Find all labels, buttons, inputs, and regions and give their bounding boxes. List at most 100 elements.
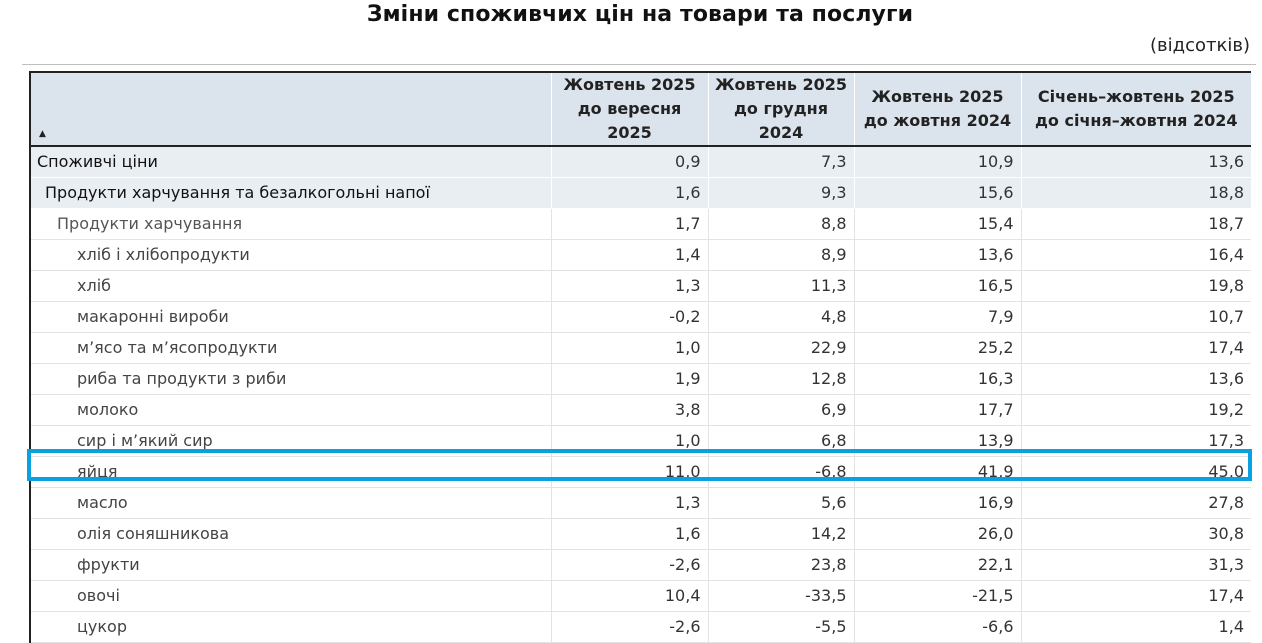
value-cell: 16,5 (853, 270, 1021, 302)
value-cell: -6,6 (853, 611, 1021, 643)
row-label: Споживчі ціни (29, 146, 551, 178)
value-cell: 17,4 (1020, 332, 1251, 364)
value-cell: 31,3 (1020, 549, 1251, 581)
price-changes-table: ▲ Жовтень 2025 до вересня 2025 Жовтень 2… (29, 71, 1251, 643)
value-cell: 15,6 (853, 177, 1021, 209)
title-divider (22, 64, 1256, 65)
value-cell: 7,3 (707, 146, 854, 178)
value-cell: 3,8 (550, 394, 708, 426)
value-cell: 45,0 (1020, 456, 1251, 488)
row-label: хліб і хлібопродукти (29, 239, 551, 271)
table-body: Споживчі ціни 0,9 7,3 10,9 13,6 Продукти харч… (29, 146, 1251, 643)
value-cell: 5,6 (707, 487, 854, 519)
value-cell: 8,9 (707, 239, 854, 271)
table-row: олія соняшникова 1,6 14,2 26,0 30,8 (29, 518, 1251, 550)
table-header-row: ▲ Жовтень 2025 до вересня 2025 Жовтень 2… (29, 71, 1251, 147)
value-cell: 17,4 (1020, 580, 1251, 612)
value-cell: 14,2 (707, 518, 854, 550)
value-cell: 10,9 (853, 146, 1021, 178)
value-cell: 16,3 (853, 363, 1021, 395)
value-cell: 13,6 (1020, 363, 1251, 395)
value-cell: 23,8 (707, 549, 854, 581)
row-label: сир і м’який сир (29, 425, 551, 457)
value-cell: 18,7 (1020, 208, 1251, 240)
table-row: риба та продукти з риби 1,9 12,8 16,3 13,6 (29, 363, 1251, 395)
sort-ascending-icon[interactable]: ▲ (39, 129, 46, 139)
value-cell: 1,3 (550, 270, 708, 302)
value-cell: 13,6 (1020, 146, 1251, 178)
table-row: цукор -2,6 -5,5 -6,6 1,4 (29, 611, 1251, 643)
value-cell: 12,8 (707, 363, 854, 395)
table-row: м’ясо та м’ясопродукти 1,0 22,9 25,2 17,4 (29, 332, 1251, 364)
value-cell: 1,9 (550, 363, 708, 395)
value-cell: 7,9 (853, 301, 1021, 333)
table-row: масло 1,3 5,6 16,9 27,8 (29, 487, 1251, 519)
value-cell: 1,0 (550, 332, 708, 364)
value-cell: 16,4 (1020, 239, 1251, 271)
value-cell: 10,7 (1020, 301, 1251, 333)
value-cell: 27,8 (1020, 487, 1251, 519)
row-label: яйця (29, 456, 551, 488)
value-cell: 11,3 (707, 270, 854, 302)
row-label: Продукти харчування та безалкогольні нап… (29, 177, 551, 209)
row-label: олія соняшникова (29, 518, 551, 550)
table-row: фрукти -2,6 23,8 22,1 31,3 (29, 549, 1251, 581)
value-cell: -2,6 (550, 611, 708, 643)
value-cell: 19,8 (1020, 270, 1251, 302)
table-row: сир і м’який сир 1,0 6,8 13,9 17,3 (29, 425, 1251, 457)
value-cell: 13,9 (853, 425, 1021, 457)
row-label: макаронні вироби (29, 301, 551, 333)
sort-header[interactable]: ▲ (29, 71, 551, 147)
value-cell: 1,6 (550, 518, 708, 550)
row-label: овочі (29, 580, 551, 612)
value-cell: 9,3 (707, 177, 854, 209)
value-cell: 8,8 (707, 208, 854, 240)
value-cell: 30,8 (1020, 518, 1251, 550)
value-cell: 25,2 (853, 332, 1021, 364)
value-cell: -6,8 (707, 456, 854, 488)
table-row: Споживчі ціни 0,9 7,3 10,9 13,6 (29, 146, 1251, 178)
value-cell: 11,0 (550, 456, 708, 488)
row-label: риба та продукти з риби (29, 363, 551, 395)
column-header[interactable]: Січень–жовтень 2025 до січня–жовтня 2024 (1020, 71, 1251, 147)
value-cell: 10,4 (550, 580, 708, 612)
value-cell: -0,2 (550, 301, 708, 333)
value-cell: 15,4 (853, 208, 1021, 240)
value-cell: 1,4 (1020, 611, 1251, 643)
table-row: хліб 1,3 11,3 16,5 19,8 (29, 270, 1251, 302)
row-label: фрукти (29, 549, 551, 581)
column-header[interactable]: Жовтень 2025 до грудня 2024 (707, 71, 854, 147)
row-label: масло (29, 487, 551, 519)
value-cell: 1,6 (550, 177, 708, 209)
table-row: Продукти харчування та безалкогольні нап… (29, 177, 1251, 209)
value-cell: 4,8 (707, 301, 854, 333)
value-cell: 1,3 (550, 487, 708, 519)
table-row: хліб і хлібопродукти 1,4 8,9 13,6 16,4 (29, 239, 1251, 271)
column-header[interactable]: Жовтень 2025 до жовтня 2024 (853, 71, 1021, 147)
table-row: овочі 10,4 -33,5 -21,5 17,4 (29, 580, 1251, 612)
unit-label: (відсотків) (1150, 35, 1250, 56)
value-cell: 22,1 (853, 549, 1021, 581)
row-label: хліб (29, 270, 551, 302)
value-cell: 1,0 (550, 425, 708, 457)
value-cell: 41,9 (853, 456, 1021, 488)
value-cell: 19,2 (1020, 394, 1251, 426)
row-label: м’ясо та м’ясопродукти (29, 332, 551, 364)
table-row: молоко 3,8 6,9 17,7 19,2 (29, 394, 1251, 426)
table-row: макаронні вироби -0,2 4,8 7,9 10,7 (29, 301, 1251, 333)
page-title: Зміни споживчих цін на товари та послуги (366, 2, 914, 27)
value-cell: -5,5 (707, 611, 854, 643)
value-cell: 22,9 (707, 332, 854, 364)
value-cell: 13,6 (853, 239, 1021, 271)
row-label: цукор (29, 611, 551, 643)
value-cell: -2,6 (550, 549, 708, 581)
table-row-highlighted: яйця 11,0 -6,8 41,9 45,0 (29, 456, 1251, 488)
value-cell: 17,7 (853, 394, 1021, 426)
row-label: молоко (29, 394, 551, 426)
table-row: Продукти харчування 1,7 8,8 15,4 18,7 (29, 208, 1251, 240)
value-cell: 1,7 (550, 208, 708, 240)
column-header[interactable]: Жовтень 2025 до вересня 2025 (550, 71, 708, 147)
value-cell: 16,9 (853, 487, 1021, 519)
row-label: Продукти харчування (29, 208, 551, 240)
value-cell: 26,0 (853, 518, 1021, 550)
